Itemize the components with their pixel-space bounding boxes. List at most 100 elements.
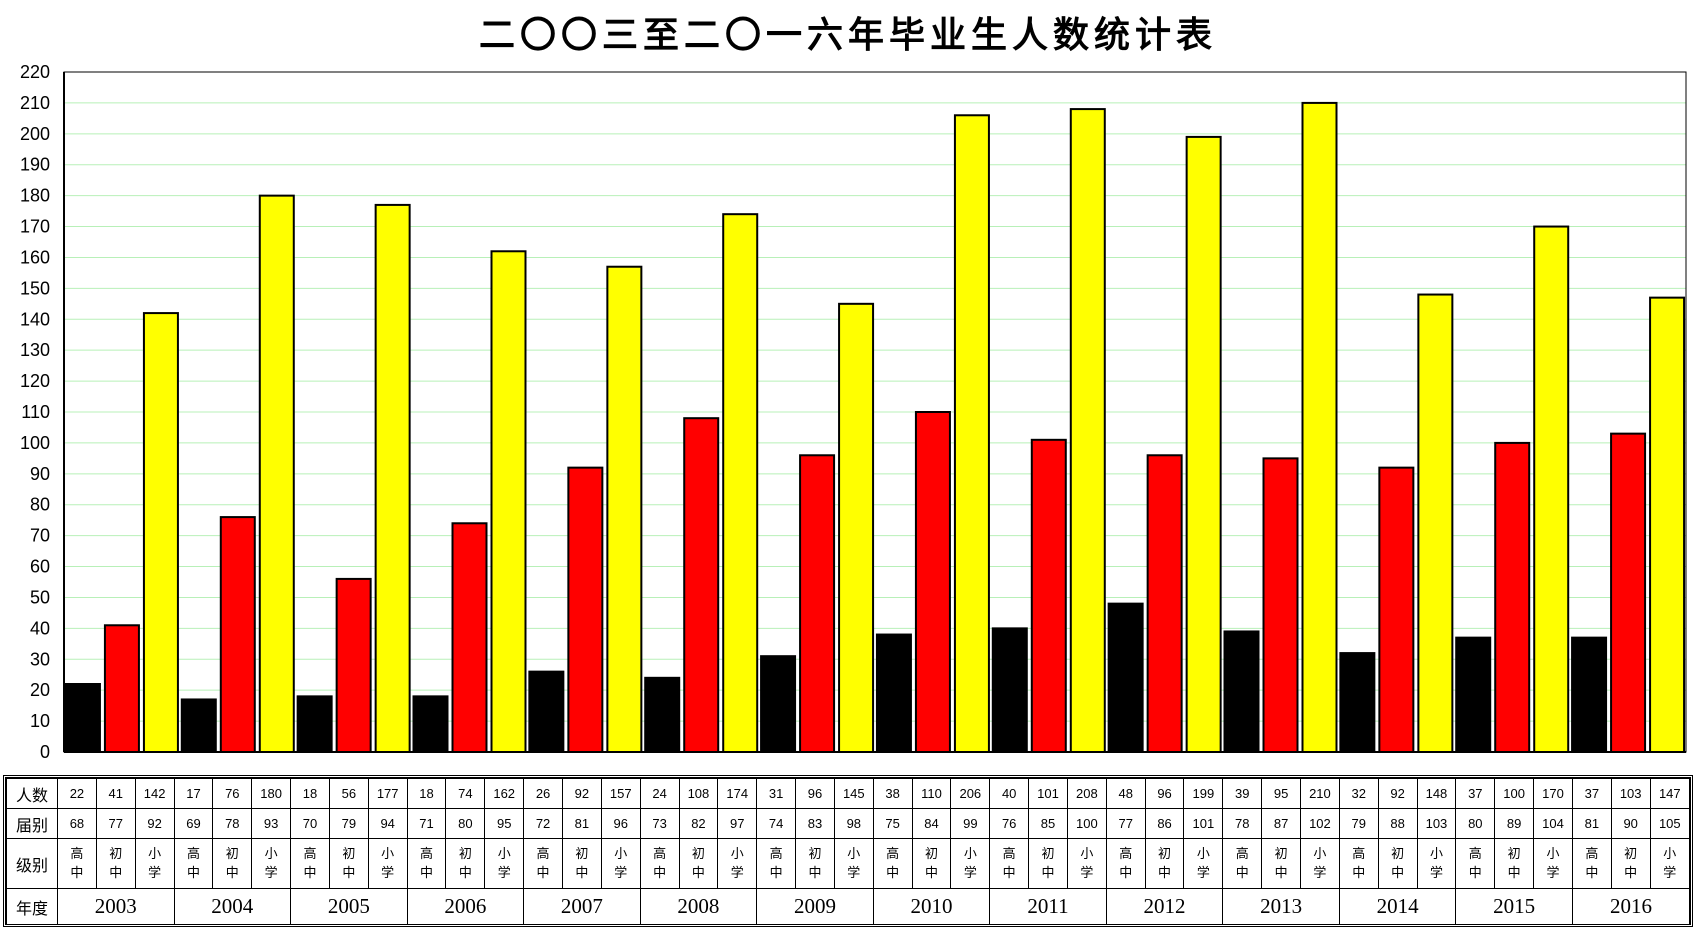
level-cell: 小学 — [251, 838, 292, 889]
level-char: 中 — [808, 865, 822, 881]
level-char: 中 — [1158, 865, 1172, 881]
level-cell: 小学 — [950, 838, 991, 889]
level-char: 学 — [381, 865, 395, 881]
level-cell: 高中 — [523, 838, 563, 889]
bar-2012-0 — [1107, 602, 1144, 753]
year-cell: 2010 — [872, 888, 991, 925]
bar-2007-2 — [606, 265, 643, 753]
level-char: 高 — [1585, 846, 1599, 862]
cohort-cell: 103 — [1416, 808, 1457, 839]
y-tick-label: 30 — [30, 649, 50, 669]
year-cell: 2014 — [1338, 888, 1457, 925]
count-cell: 92 — [561, 778, 602, 809]
level-char: 中 — [458, 865, 472, 881]
bar-2009-2 — [838, 302, 875, 753]
level-cell: 高中 — [756, 838, 797, 889]
level-char: 初 — [458, 846, 472, 862]
count-cell: 96 — [795, 778, 835, 809]
cohort-cell: 77 — [1105, 808, 1146, 839]
level-cell: 高中 — [406, 838, 447, 889]
y-tick-label: 70 — [30, 526, 50, 546]
bar-2014-1 — [1378, 466, 1415, 753]
level-char: 初 — [691, 846, 705, 862]
count-cell: 18 — [290, 778, 330, 809]
bar-2009-1 — [799, 454, 836, 753]
level-char: 初 — [225, 846, 239, 862]
level-char: 中 — [653, 865, 667, 881]
cohort-cell: 97 — [717, 808, 758, 839]
level-char: 高 — [420, 846, 434, 862]
bar-2013-2 — [1301, 101, 1338, 753]
level-char: 中 — [186, 865, 200, 881]
y-tick-label: 170 — [20, 217, 50, 237]
level-char: 学 — [1663, 865, 1677, 881]
count-cell: 31 — [756, 778, 797, 809]
cohort-cell: 89 — [1494, 808, 1535, 839]
bar-2003-1 — [103, 624, 140, 753]
level-cell: 初中 — [678, 838, 719, 889]
count-cell: 174 — [717, 778, 758, 809]
bar-2011-0 — [991, 627, 1028, 754]
level-cell: 初中 — [1377, 838, 1418, 889]
year-cell: 2015 — [1455, 888, 1573, 925]
bar-2015-0 — [1455, 636, 1492, 753]
level-char: 高 — [1468, 846, 1482, 862]
row-header-level: 级别 — [6, 838, 58, 889]
level-char: 中 — [420, 865, 434, 881]
level-char: 学 — [148, 865, 162, 881]
cohort-cell: 74 — [756, 808, 797, 839]
count-cell: 37 — [1571, 778, 1612, 809]
year-cell: 2016 — [1571, 888, 1691, 925]
count-cell: 206 — [950, 778, 991, 809]
count-cell: 101 — [1028, 778, 1068, 809]
cohort-cell: 90 — [1610, 808, 1651, 839]
count-cell: 148 — [1416, 778, 1457, 809]
bar-2014-0 — [1339, 652, 1376, 753]
level-char: 小 — [1196, 846, 1210, 862]
cohort-cell: 84 — [911, 808, 952, 839]
cohort-cell: 101 — [1183, 808, 1224, 839]
level-cell: 小学 — [367, 838, 408, 889]
cohort-cell: 94 — [367, 808, 408, 839]
bar-2011-2 — [1069, 108, 1106, 754]
level-char: 学 — [847, 865, 861, 881]
count-cell: 76 — [212, 778, 253, 809]
row-header-year: 年度 — [6, 888, 58, 925]
level-char: 高 — [886, 846, 900, 862]
row-header-count: 人数 — [6, 778, 58, 809]
count-cell: 110 — [911, 778, 952, 809]
count-cell: 24 — [639, 778, 680, 809]
bar-2013-0 — [1223, 630, 1260, 753]
count-cell: 100 — [1494, 778, 1535, 809]
level-char: 小 — [1313, 846, 1327, 862]
level-char: 学 — [1429, 865, 1443, 881]
cohort-cell: 76 — [989, 808, 1030, 839]
count-cell: 170 — [1533, 778, 1573, 809]
count-cell: 37 — [1455, 778, 1496, 809]
level-cell: 初中 — [1610, 838, 1651, 889]
cohort-cell: 79 — [328, 808, 369, 839]
level-char: 小 — [614, 846, 628, 862]
level-char: 初 — [1041, 846, 1055, 862]
cohort-cell: 88 — [1377, 808, 1418, 839]
bar-2006-2 — [490, 250, 527, 753]
level-char: 初 — [1624, 846, 1638, 862]
y-tick-label: 130 — [20, 340, 50, 360]
level-char: 学 — [497, 865, 511, 881]
bar-2012-1 — [1146, 454, 1183, 753]
cohort-cell: 78 — [212, 808, 253, 839]
level-char: 初 — [1158, 846, 1172, 862]
level-char: 高 — [1002, 846, 1016, 862]
cohort-cell: 92 — [134, 808, 175, 839]
year-cell: 2012 — [1105, 888, 1224, 925]
level-char: 学 — [730, 865, 744, 881]
level-char: 中 — [769, 865, 783, 881]
y-tick-label: 220 — [20, 62, 50, 82]
level-char: 高 — [1119, 846, 1133, 862]
cohort-cell: 102 — [1300, 808, 1340, 839]
y-tick-label: 20 — [30, 680, 50, 700]
y-tick-label: 40 — [30, 618, 50, 638]
chart-title: 二〇〇三至二〇一六年毕业生人数统计表 — [478, 14, 1217, 56]
level-char: 中 — [1041, 865, 1055, 881]
bar-2011-1 — [1030, 438, 1067, 753]
